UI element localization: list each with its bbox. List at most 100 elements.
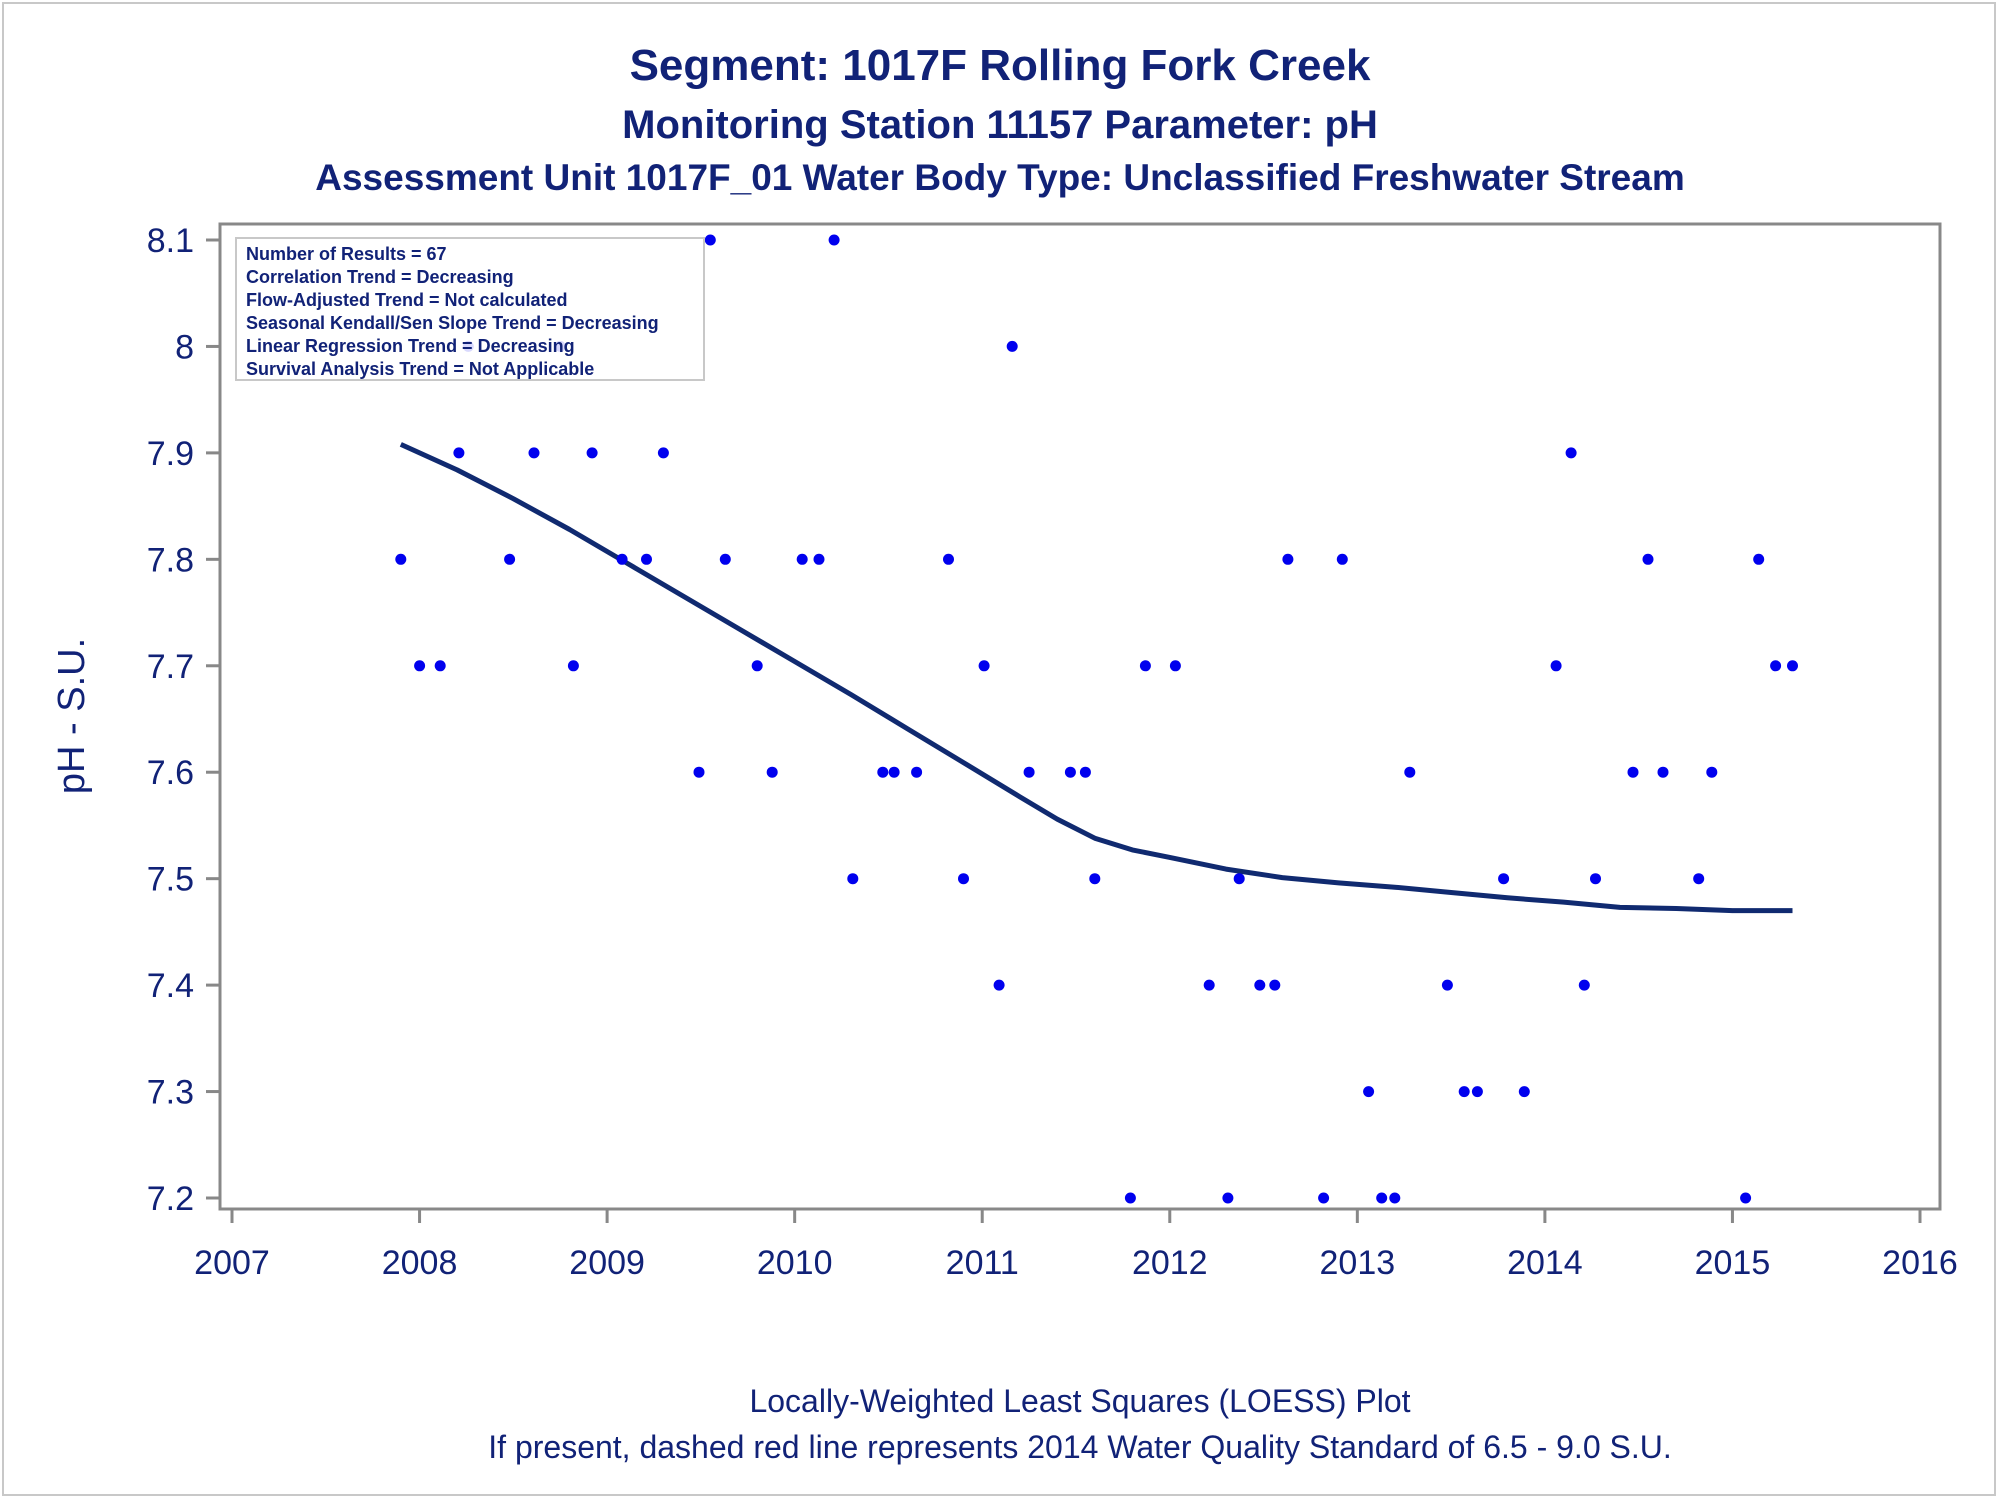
data-point: [1376, 1192, 1388, 1204]
data-point: [1518, 1086, 1530, 1098]
stat-seasonal-kendall-trend: Seasonal Kendall/Sen Slope Trend = Decre…: [246, 313, 659, 333]
data-point: [586, 447, 598, 459]
y-tick-label: 8: [175, 328, 194, 366]
y-axis-label: pH - S.U.: [51, 638, 93, 794]
data-point: [504, 553, 516, 565]
data-point: [1578, 979, 1590, 991]
data-point: [719, 553, 731, 565]
data-point: [1389, 1192, 1401, 1204]
stat-linear-regression-trend: Linear Regression Trend = Decreasing: [246, 336, 575, 356]
stat-correlation-trend: Correlation Trend = Decreasing: [246, 267, 514, 287]
data-point: [1458, 1086, 1470, 1098]
data-point: [1203, 979, 1215, 991]
data-point: [828, 234, 840, 246]
data-point: [1550, 660, 1562, 672]
data-point: [1318, 1192, 1330, 1204]
data-point: [766, 766, 778, 778]
x-tick-label: 2013: [1320, 1244, 1396, 1282]
x-tick-label: 2007: [194, 1244, 270, 1282]
loess-series: [399, 442, 1793, 914]
data-point: [751, 660, 763, 672]
data-point: [1064, 766, 1076, 778]
data-point: [1233, 873, 1245, 885]
footnote-water-quality-standard: If present, dashed red line represents 2…: [488, 1429, 1671, 1465]
data-point: [1498, 873, 1510, 885]
data-point: [911, 766, 923, 778]
data-point: [1770, 660, 1782, 672]
y-tick-label: 7.7: [147, 648, 194, 686]
x-tick-label: 2016: [1882, 1244, 1958, 1282]
footnote-loess: Locally-Weighted Least Squares (LOESS) P…: [749, 1383, 1410, 1419]
data-point: [395, 553, 407, 565]
data-point: [453, 447, 465, 459]
data-point: [641, 553, 652, 565]
data-point: [1222, 1192, 1234, 1204]
data-point: [1169, 660, 1181, 672]
data-point: [1565, 447, 1577, 459]
stat-survival-analysis-trend: Survival Analysis Trend = Not Applicable: [246, 359, 594, 379]
data-point: [1740, 1192, 1752, 1204]
data-point: [1404, 766, 1416, 778]
stat-number-of-results: Number of Results = 67: [246, 244, 447, 264]
data-point: [616, 553, 628, 565]
data-point: [1006, 340, 1018, 352]
loess-line: [399, 442, 1793, 914]
x-axis: 2007 2008 2009 2010 2011 2012 2013 2014 2015 2016: [194, 1209, 1958, 1282]
chart-subtitle: Monitoring Station 11157 Parameter: pH: [622, 103, 1378, 147]
data-point: [704, 234, 716, 246]
data-point: [1336, 553, 1348, 565]
x-tick-label: 2011: [946, 1244, 1019, 1282]
data-point: [567, 660, 579, 672]
data-point: [1627, 766, 1639, 778]
data-point: [1254, 979, 1266, 991]
chart-title: Segment: 1017F Rolling Fork Creek: [630, 41, 1371, 90]
data-point: [1079, 766, 1091, 778]
data-point: [1089, 873, 1101, 885]
data-point: [434, 660, 446, 672]
y-axis: 7.2 7.3 7.4 7.5 7.6 7.7 7.8 7.9 8 8.1: [147, 222, 220, 1218]
stats-box-border: [235, 237, 705, 381]
y-tick-label: 7.6: [147, 754, 194, 792]
data-point: [1657, 766, 1669, 778]
data-point: [943, 553, 954, 565]
data-point: [958, 873, 969, 885]
data-point: [1282, 553, 1294, 565]
plot-area: [218, 222, 1942, 1211]
data-point: [993, 979, 1005, 991]
data-point: [1590, 873, 1601, 885]
stats-legend-box: Number of Results = 67 Correlation Trend…: [235, 237, 705, 381]
data-point: [657, 447, 669, 459]
data-point: [1693, 873, 1705, 885]
data-point: [1753, 553, 1765, 565]
data-point: [796, 553, 808, 565]
x-tick-label: 2010: [757, 1244, 833, 1282]
data-point: [877, 766, 889, 778]
stat-flow-adjusted-trend: Flow-Adjusted Trend = Not calculated: [246, 290, 568, 310]
data-point: [813, 553, 825, 565]
chart-subtitle-2: Assessment Unit 1017F_01 Water Body Type…: [315, 157, 1685, 198]
x-tick-label: 2009: [569, 1244, 645, 1282]
x-tick-label: 2015: [1695, 1244, 1771, 1282]
y-tick-label: 7.8: [147, 541, 194, 579]
x-tick-label: 2012: [1132, 1244, 1208, 1282]
data-point: [1269, 979, 1281, 991]
data-point: [1023, 766, 1035, 778]
x-tick-label: 2008: [382, 1244, 458, 1282]
data-point: [414, 660, 426, 672]
x-tick-label: 2014: [1507, 1244, 1583, 1282]
y-tick-label: 7.5: [147, 861, 194, 899]
data-point: [1642, 553, 1654, 565]
data-point: [1471, 1086, 1483, 1098]
data-point: [978, 660, 990, 672]
y-tick-label: 7.2: [147, 1180, 194, 1218]
data-point: [1787, 660, 1798, 672]
data-point: [693, 766, 705, 778]
data-point: [1706, 766, 1718, 778]
data-point: [1441, 979, 1453, 991]
data-point: [847, 873, 859, 885]
y-tick-label: 7.4: [147, 967, 194, 1005]
y-tick-label: 8.1: [147, 222, 194, 260]
y-tick-label: 7.9: [147, 435, 194, 473]
data-point: [1363, 1086, 1375, 1098]
